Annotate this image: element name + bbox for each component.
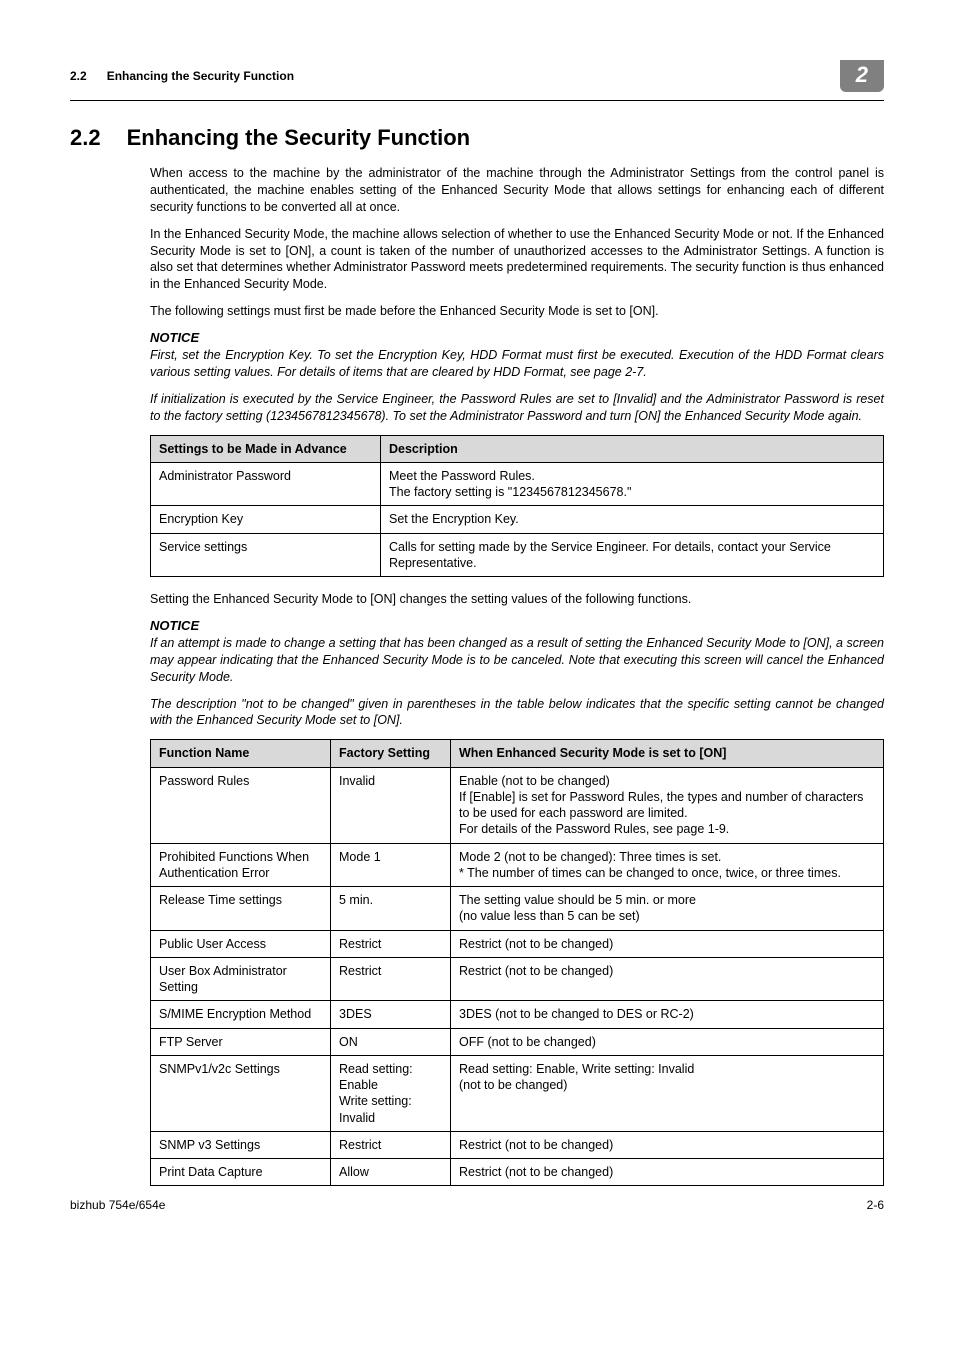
table-row: Password RulesInvalidEnable (not to be c…	[151, 767, 884, 843]
table-row: Administrator PasswordMeet the Password …	[151, 462, 884, 506]
table-cell: Restrict (not to be changed)	[451, 957, 884, 1001]
running-head: 2.2 Enhancing the Security Function	[70, 69, 294, 83]
body-para: In the Enhanced Security Mode, the machi…	[150, 226, 884, 294]
page-footer: bizhub 754e/654e 2-6	[70, 1198, 884, 1212]
table-cell: Read setting: Enable Write setting: Inva…	[331, 1055, 451, 1131]
notice-label: NOTICE	[150, 618, 884, 633]
table-cell: Meet the Password Rules. The factory set…	[381, 462, 884, 506]
notice-label: NOTICE	[150, 330, 884, 345]
table-row: SNMP v3 SettingsRestrictRestrict (not to…	[151, 1131, 884, 1158]
table-cell: Print Data Capture	[151, 1159, 331, 1186]
table-cell: Restrict	[331, 930, 451, 957]
table-row: Encryption KeySet the Encryption Key.	[151, 506, 884, 533]
table-cell: Invalid	[331, 767, 451, 843]
table-cell: 3DES	[331, 1001, 451, 1028]
table-cell: ON	[331, 1028, 451, 1055]
table-row: Release Time settings5 min.The setting v…	[151, 887, 884, 931]
function-table: Function Name Factory Setting When Enhan…	[150, 739, 884, 1186]
table-header: When Enhanced Security Mode is set to [O…	[451, 740, 884, 767]
table-cell: Mode 1	[331, 843, 451, 887]
header-rule	[70, 100, 884, 101]
body-para: The following settings must first be mad…	[150, 303, 884, 320]
running-head-num: 2.2	[70, 69, 87, 83]
table-cell: S/MIME Encryption Method	[151, 1001, 331, 1028]
table-cell: OFF (not to be changed)	[451, 1028, 884, 1055]
chapter-chip: 2	[840, 60, 884, 92]
table-header: Description	[381, 435, 884, 462]
table-row: Prohibited Functions When Authentication…	[151, 843, 884, 887]
table-cell: Restrict (not to be changed)	[451, 1131, 884, 1158]
table-cell: Administrator Password	[151, 462, 381, 506]
table-cell: Restrict (not to be changed)	[451, 930, 884, 957]
section-heading: 2.2 Enhancing the Security Function	[70, 125, 884, 151]
table-cell: Restrict	[331, 1131, 451, 1158]
table-cell: Set the Encryption Key.	[381, 506, 884, 533]
notice-text: First, set the Encryption Key. To set th…	[150, 347, 884, 381]
table-cell: SNMP v3 Settings	[151, 1131, 331, 1158]
table-cell: Calls for setting made by the Service En…	[381, 533, 884, 577]
table-cell: Encryption Key	[151, 506, 381, 533]
table-cell: The setting value should be 5 min. or mo…	[451, 887, 884, 931]
section-number: 2.2	[70, 125, 101, 151]
table-row: FTP ServerONOFF (not to be changed)	[151, 1028, 884, 1055]
table-cell: Release Time settings	[151, 887, 331, 931]
body-para: When access to the machine by the admini…	[150, 165, 884, 216]
table-row: Public User AccessRestrictRestrict (not …	[151, 930, 884, 957]
table-row: SNMPv1/v2c SettingsRead setting: Enable …	[151, 1055, 884, 1131]
table-row: Service settingsCalls for setting made b…	[151, 533, 884, 577]
table-cell: Mode 2 (not to be changed): Three times …	[451, 843, 884, 887]
table-cell: FTP Server	[151, 1028, 331, 1055]
table-cell: Prohibited Functions When Authentication…	[151, 843, 331, 887]
section-title: Enhancing the Security Function	[127, 125, 470, 151]
table-cell: User Box Administrator Setting	[151, 957, 331, 1001]
table-row: S/MIME Encryption Method3DES3DES (not to…	[151, 1001, 884, 1028]
table-cell: SNMPv1/v2c Settings	[151, 1055, 331, 1131]
running-head-title: Enhancing the Security Function	[107, 69, 294, 83]
table-cell: Enable (not to be changed) If [Enable] i…	[451, 767, 884, 843]
notice-text: If an attempt is made to change a settin…	[150, 635, 884, 686]
table-cell: Service settings	[151, 533, 381, 577]
table-cell: Restrict (not to be changed)	[451, 1159, 884, 1186]
table-row: User Box Administrator SettingRestrictRe…	[151, 957, 884, 1001]
table-header: Factory Setting	[331, 740, 451, 767]
table-cell: 3DES (not to be changed to DES or RC-2)	[451, 1001, 884, 1028]
table-header: Settings to be Made in Advance	[151, 435, 381, 462]
notice-text: If initialization is executed by the Ser…	[150, 391, 884, 425]
body-para: Setting the Enhanced Security Mode to [O…	[150, 591, 884, 608]
settings-advance-table: Settings to be Made in Advance Descripti…	[150, 435, 884, 578]
footer-right: 2-6	[867, 1198, 884, 1212]
table-header: Function Name	[151, 740, 331, 767]
table-cell: Allow	[331, 1159, 451, 1186]
table-cell: Read setting: Enable, Write setting: Inv…	[451, 1055, 884, 1131]
table-row: Print Data CaptureAllowRestrict (not to …	[151, 1159, 884, 1186]
table-cell: Public User Access	[151, 930, 331, 957]
footer-left: bizhub 754e/654e	[70, 1198, 165, 1212]
table-cell: Restrict	[331, 957, 451, 1001]
table-cell: 5 min.	[331, 887, 451, 931]
table-cell: Password Rules	[151, 767, 331, 843]
notice-text: The description "not to be changed" give…	[150, 696, 884, 730]
